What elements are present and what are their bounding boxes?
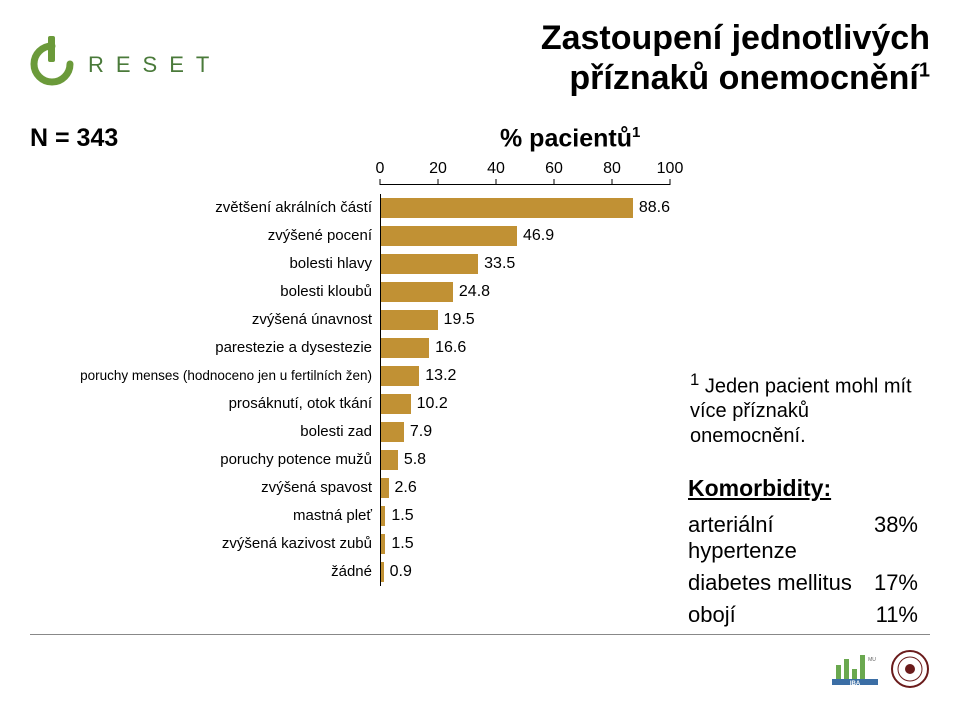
bars-area: 88.6 46.9 33.5 24.8 19.5 16.6 13.2 10.2 7.9 5.8 2.… — [380, 194, 670, 586]
bar-value-label: 2.6 — [395, 479, 417, 497]
page-title: Zastoupení jednotlivých příznaků onemocn… — [541, 18, 930, 98]
x-axis-tick-label: 20 — [429, 160, 447, 178]
x-axis-tick-label: 80 — [603, 160, 621, 178]
bar-row: 5.8 — [381, 446, 670, 474]
category-label: zvýšená únavnost — [30, 306, 380, 334]
category-label: zvýšené pocení — [30, 222, 380, 250]
bar-value-label: 24.8 — [459, 283, 490, 301]
bar-value-label: 16.6 — [435, 339, 466, 357]
brand-logo-text: RESET — [88, 52, 221, 78]
comorbidity-row: arteriální hypertenze38% — [688, 512, 930, 564]
category-label: parestezie a dysestezie — [30, 334, 380, 362]
bar-value-label: 88.6 — [639, 199, 670, 217]
category-label: zvýšená spavost — [30, 474, 380, 502]
bar — [381, 254, 478, 274]
category-label: prosáknutí, otok tkání — [30, 390, 380, 418]
comorbidity-block: Komorbidity: arteriální hypertenze38%dia… — [688, 475, 930, 634]
bar — [381, 310, 438, 330]
comorbidity-value: 38% — [870, 512, 930, 564]
bar — [381, 478, 389, 498]
x-axis: 020406080100 — [380, 160, 670, 194]
bar — [381, 394, 411, 414]
bar-value-label: 10.2 — [417, 395, 448, 413]
category-label: bolesti hlavy — [30, 250, 380, 278]
comorbidity-label: arteriální hypertenze — [688, 512, 870, 564]
bar-row: 33.5 — [381, 250, 670, 278]
bar-row: 1.5 — [381, 502, 670, 530]
category-label: poruchy menses (hodnoceno jen u fertilní… — [30, 362, 380, 390]
bar-row: 2.6 — [381, 474, 670, 502]
bar-value-label: 5.8 — [404, 451, 426, 469]
bar-row: 7.9 — [381, 418, 670, 446]
bar-row: 88.6 — [381, 194, 670, 222]
bar-value-label: 1.5 — [391, 535, 413, 553]
bar-row: 1.5 — [381, 530, 670, 558]
notes-column: 1 Jeden pacient mohl mít více příznaků o… — [670, 160, 930, 586]
university-seal-icon — [890, 649, 930, 689]
x-axis-tick-label: 0 — [376, 160, 385, 178]
bar — [381, 338, 429, 358]
bar — [381, 534, 385, 554]
bar-row: 10.2 — [381, 390, 670, 418]
category-label: zvýšená kazivost zubů — [30, 530, 380, 558]
bar-chart: zvětšení akrálních částízvýšené poceníbo… — [0, 154, 960, 586]
comorbidity-label: diabetes mellitus — [688, 570, 870, 596]
svg-text:IBA: IBA — [850, 681, 861, 687]
category-label: zvětšení akrálních částí — [30, 194, 380, 222]
header: RESET Zastoupení jednotlivých příznaků o… — [0, 0, 960, 98]
category-label: bolesti zad — [30, 418, 380, 446]
bar — [381, 282, 453, 302]
category-label: žádné — [30, 558, 380, 586]
comorbidity-row: diabetes mellitus17% — [688, 570, 930, 596]
bar — [381, 366, 419, 386]
bar — [381, 422, 404, 442]
title-line-1: Zastoupení jednotlivých — [541, 18, 930, 58]
iba-logo-icon: IBA MU — [832, 651, 878, 687]
title-line-2: příznaků onemocnění1 — [541, 58, 930, 98]
comorbidity-value: 17% — [870, 570, 930, 596]
sample-size: N = 343 — [30, 124, 410, 153]
bar — [381, 450, 398, 470]
bar — [381, 506, 385, 526]
x-axis-title: % pacientů1 — [410, 124, 930, 153]
comorbidity-label: obojí — [688, 602, 870, 628]
bar-value-label: 7.9 — [410, 423, 432, 441]
x-axis-tick-label: 40 — [487, 160, 505, 178]
comorbidity-value: 11% — [870, 602, 930, 628]
subhead-row: N = 343 % pacientů1 — [0, 98, 960, 153]
comorbidity-title: Komorbidity: — [688, 475, 930, 502]
bar-row: 46.9 — [381, 222, 670, 250]
category-label: bolesti kloubů — [30, 278, 380, 306]
footnote: 1 Jeden pacient mohl mít více příznaků o… — [690, 370, 930, 450]
bar-value-label: 1.5 — [391, 507, 413, 525]
bar-value-label: 46.9 — [523, 227, 554, 245]
bar-value-label: 0.9 — [390, 563, 412, 581]
bar-row: 13.2 — [381, 362, 670, 390]
footer-logos: IBA MU — [832, 649, 930, 689]
bar — [381, 226, 517, 246]
bar-value-label: 33.5 — [484, 255, 515, 273]
reset-logo-icon — [30, 36, 74, 94]
footer-divider — [30, 634, 930, 635]
bar-value-label: 13.2 — [425, 367, 456, 385]
category-label: poruchy potence mužů — [30, 446, 380, 474]
x-axis-tick-label: 60 — [545, 160, 563, 178]
bar-row: 19.5 — [381, 306, 670, 334]
bar-row: 0.9 — [381, 558, 670, 586]
svg-text:MU: MU — [868, 657, 876, 663]
category-label: mastná pleť — [30, 502, 380, 530]
comorbidity-row: obojí11% — [688, 602, 930, 628]
bar-value-label: 19.5 — [444, 311, 475, 329]
bar-row: 24.8 — [381, 278, 670, 306]
bar-row: 16.6 — [381, 334, 670, 362]
category-labels-column: zvětšení akrálních částízvýšené poceníbo… — [30, 160, 380, 586]
bar — [381, 198, 633, 218]
bar — [381, 562, 384, 582]
brand-logo: RESET — [30, 36, 221, 94]
plot-area: 020406080100 88.646.933.524.819.516.613.… — [380, 160, 670, 586]
